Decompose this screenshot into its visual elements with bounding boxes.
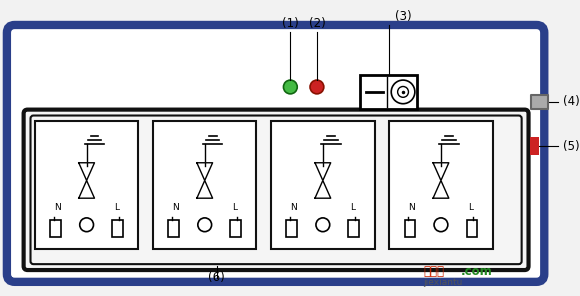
Bar [466,220,477,237]
Text: N: N [54,202,60,212]
Text: L: L [232,202,237,212]
Bar [153,121,256,249]
Polygon shape [315,181,331,198]
Circle shape [284,80,297,94]
Text: (3): (3) [395,10,412,23]
Text: (1): (1) [282,17,299,30]
Text: (2): (2) [309,17,325,30]
Circle shape [434,218,448,232]
Text: L: L [350,202,355,212]
Polygon shape [79,163,95,181]
Text: (6): (6) [208,271,225,284]
Bar [112,220,123,237]
Circle shape [392,80,415,104]
Polygon shape [197,163,213,181]
Bar [287,220,297,237]
Polygon shape [433,181,449,198]
FancyBboxPatch shape [24,110,528,270]
FancyBboxPatch shape [7,25,544,282]
Bar [271,121,375,249]
Polygon shape [315,163,331,181]
Polygon shape [433,163,449,181]
Text: jiexiantu: jiexiantu [423,278,463,287]
Circle shape [198,218,212,232]
Circle shape [316,218,329,232]
Polygon shape [197,181,213,198]
Bar [389,121,492,249]
Bar [531,95,548,109]
Text: L: L [114,202,119,212]
Bar [360,75,418,109]
Bar [50,220,61,237]
Polygon shape [79,181,95,198]
Text: (5): (5) [563,139,579,152]
Text: N: N [290,202,297,212]
Bar [168,220,179,237]
Text: 接线图: 接线图 [423,265,444,278]
Bar [230,220,241,237]
Text: N: N [408,202,415,212]
Text: N: N [172,202,179,212]
Text: .com: .com [461,265,492,278]
Circle shape [79,218,93,232]
Bar [35,121,138,249]
Text: (4): (4) [563,95,580,108]
Circle shape [310,80,324,94]
Bar [404,220,415,237]
Bar [349,220,359,237]
FancyBboxPatch shape [31,115,521,264]
Circle shape [398,86,408,97]
Bar [530,137,539,155]
Text: L: L [468,202,473,212]
